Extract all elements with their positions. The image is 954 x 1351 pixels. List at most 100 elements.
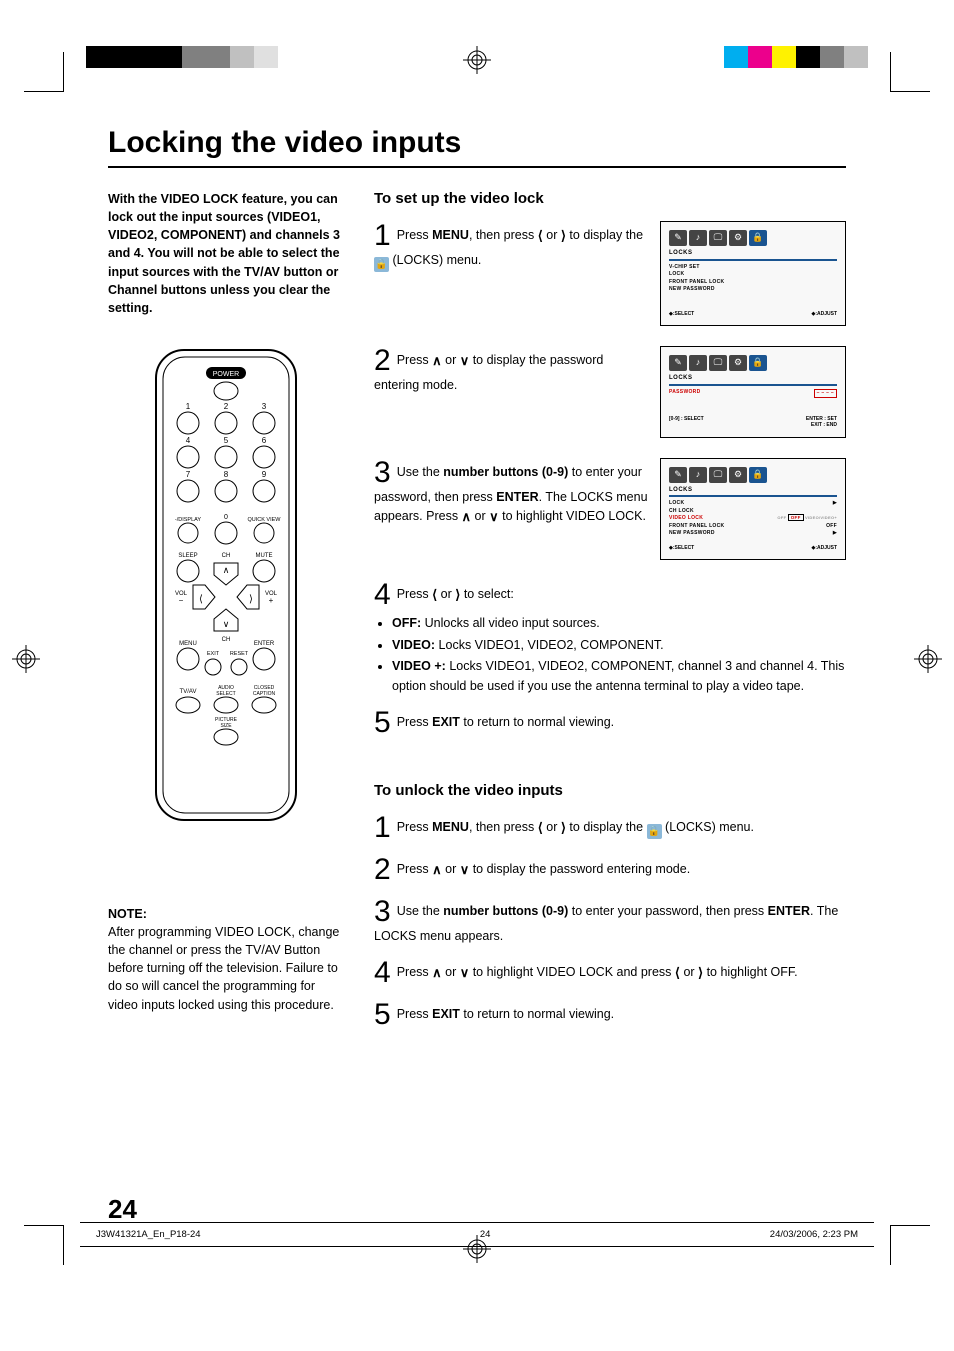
osd-tab-lock-icon: 🔒 <box>749 355 767 371</box>
unlock-section: To unlock the video inputs 1Press MENU, … <box>374 782 846 1030</box>
step-number: 3 <box>374 458 391 488</box>
step-3: 3Use the number buttons (0-9) to enter y… <box>374 458 846 561</box>
osd-tab-icon: ✎ <box>669 230 687 246</box>
osd-tab-icon: ⚙ <box>729 467 747 483</box>
osd-tab-icon: 🖵 <box>709 467 727 483</box>
svg-text:EXIT: EXIT <box>207 651 220 657</box>
svg-text:+: + <box>269 596 274 605</box>
step-number: 2 <box>374 855 391 885</box>
up-arrow-icon: ∧ <box>432 860 442 880</box>
osd-screenshot-2: ✎ ♪ 🖵 ⚙ 🔒 LOCKS PASSWORD– – – – [0-9] : … <box>660 346 846 437</box>
lock-icon: 🔒 <box>647 824 662 839</box>
osd-tab-icon: ✎ <box>669 467 687 483</box>
svg-text:MENU: MENU <box>179 641 197 647</box>
step-3: 3Use the number buttons (0-9) to enter y… <box>374 897 846 946</box>
down-arrow-icon: ∨ <box>460 351 470 371</box>
color-bars-left <box>86 46 278 68</box>
footer-date: 24/03/2006, 2:23 PM <box>770 1229 858 1240</box>
footer-page: 24 <box>480 1229 491 1240</box>
step-number: 1 <box>374 221 391 251</box>
section-heading: To set up the video lock <box>374 190 846 207</box>
svg-text:⟨: ⟨ <box>199 594 203 605</box>
page-number: 24 <box>108 1194 137 1225</box>
osd-tab-icon: ✎ <box>669 355 687 371</box>
svg-text:7: 7 <box>186 470 191 479</box>
step-number: 5 <box>374 1000 391 1030</box>
step-number: 1 <box>374 813 391 843</box>
svg-text:RESET: RESET <box>230 651 249 657</box>
svg-text:9: 9 <box>262 470 267 479</box>
step-number: 4 <box>374 580 391 610</box>
registration-mark-icon <box>463 46 491 74</box>
osd-tab-icon: ⚙ <box>729 355 747 371</box>
registration-mark-icon <box>914 645 942 673</box>
osd-tab-icon: 🖵 <box>709 355 727 371</box>
lock-icon: 🔒 <box>374 257 389 272</box>
up-arrow-icon: ∧ <box>462 507 472 527</box>
svg-text:ENTER: ENTER <box>254 641 275 647</box>
svg-text:5: 5 <box>224 436 229 445</box>
registration-mark-icon <box>12 645 40 673</box>
down-arrow-icon: ∨ <box>489 507 499 527</box>
note-label: NOTE: <box>108 907 147 921</box>
osd-screenshot-3: ✎ ♪ 🖵 ⚙ 🔒 LOCKS LOCK▶ CH LOCK VIDEO LOCK… <box>660 458 846 561</box>
svg-text:⟩: ⟩ <box>249 594 253 605</box>
svg-text:CH: CH <box>222 637 231 643</box>
intro-text: With the VIDEO LOCK feature, you can loc… <box>108 190 344 317</box>
left-column: With the VIDEO LOCK feature, you can loc… <box>108 190 344 1042</box>
color-bars-right <box>724 46 868 68</box>
section-heading: To unlock the video inputs <box>374 782 846 799</box>
osd-tab-lock-icon: 🔒 <box>749 230 767 246</box>
svg-text:SLEEP: SLEEP <box>178 553 197 559</box>
crop-mark <box>24 1225 64 1265</box>
svg-text:CH: CH <box>222 553 231 559</box>
svg-text:QUICK VIEW: QUICK VIEW <box>247 517 281 523</box>
svg-text:−: − <box>179 596 184 605</box>
svg-text:3: 3 <box>262 402 267 411</box>
svg-text:∧: ∧ <box>223 565 230 575</box>
page-content: Locking the video inputs With the VIDEO … <box>108 126 846 1221</box>
svg-text:6: 6 <box>262 436 267 445</box>
step-5: 5Press EXIT to return to normal viewing. <box>374 708 846 738</box>
up-arrow-icon: ∧ <box>432 963 442 983</box>
osd-tab-icon: ♪ <box>689 355 707 371</box>
crop-mark <box>24 52 64 92</box>
note-block: NOTE: After programming VIDEO LOCK, chan… <box>108 905 344 1014</box>
step-1: 1Press MENU, then press ⟨ or ⟩ to displa… <box>374 221 846 326</box>
crop-mark <box>890 1225 930 1265</box>
svg-text:POWER: POWER <box>213 371 239 378</box>
step-5: 5Press EXIT to return to normal viewing. <box>374 1000 846 1030</box>
right-column: To set up the video lock 1Press MENU, th… <box>374 190 846 1042</box>
note-text: After programming VIDEO LOCK, change the… <box>108 925 339 1012</box>
svg-text:4: 4 <box>186 436 191 445</box>
osd-screenshot-1: ✎ ♪ 🖵 ⚙ 🔒 LOCKS V-CHIP SETLOCKFRONT PANE… <box>660 221 846 326</box>
osd-tab-icon: ⚙ <box>729 230 747 246</box>
svg-text:SIZE: SIZE <box>220 723 232 729</box>
step-number: 2 <box>374 346 391 376</box>
page-title: Locking the video inputs <box>108 126 846 168</box>
svg-text:CAPTION: CAPTION <box>253 691 276 697</box>
svg-text:2: 2 <box>224 402 229 411</box>
down-arrow-icon: ∨ <box>460 860 470 880</box>
svg-text:1: 1 <box>186 402 191 411</box>
svg-text:MUTE: MUTE <box>256 553 273 559</box>
footer-file: J3W41321A_En_P18-24 <box>96 1229 201 1240</box>
osd-tab-lock-icon: 🔒 <box>749 467 767 483</box>
step-1: 1Press MENU, then press ⟨ or ⟩ to displa… <box>374 813 846 843</box>
svg-text:-/DISPLAY: -/DISPLAY <box>175 517 202 523</box>
step-2: 2Press ∧ or ∨ to display the password en… <box>374 346 846 437</box>
osd-tab-icon: ♪ <box>689 467 707 483</box>
svg-text:∨: ∨ <box>223 619 230 629</box>
step-2: 2Press ∧ or ∨ to display the password en… <box>374 855 846 885</box>
svg-text:TV/AV: TV/AV <box>180 689 197 695</box>
svg-text:8: 8 <box>224 470 229 479</box>
svg-text:SELECT: SELECT <box>216 691 235 697</box>
footer-metadata: J3W41321A_En_P18-24 24 24/03/2006, 2:23 … <box>80 1222 874 1247</box>
osd-tab-icon: ♪ <box>689 230 707 246</box>
remote-control-diagram: POWER 1 2 3 4 5 6 7 8 9 -/DISPLAY QUICK VIEW 0 S… <box>151 345 301 825</box>
svg-text:0: 0 <box>224 514 228 521</box>
step-4: 4Press ∧ or ∨ to highlight VIDEO LOCK an… <box>374 958 846 988</box>
up-arrow-icon: ∧ <box>432 351 442 371</box>
crop-mark <box>890 52 930 92</box>
step-number: 5 <box>374 708 391 738</box>
